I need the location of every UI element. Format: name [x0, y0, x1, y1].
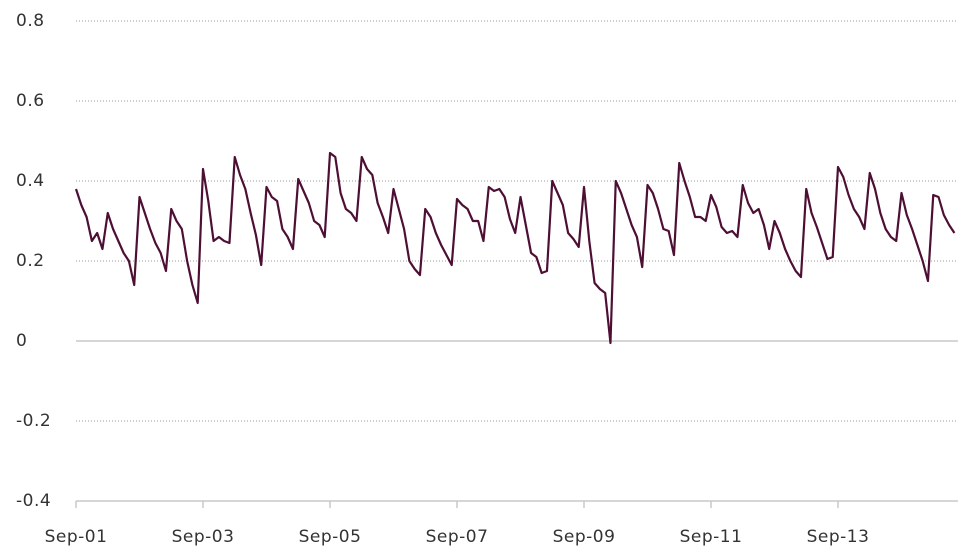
- x-tick-label: Sep-09: [553, 527, 616, 546]
- x-tick-label: Sep-07: [426, 527, 489, 546]
- y-tick-label: 0.4: [16, 171, 45, 191]
- x-tick-label: Sep-03: [172, 527, 235, 546]
- y-tick-label: 0: [16, 331, 27, 351]
- data-line: [74, 151, 956, 345]
- x-tick-label: Sep-05: [299, 527, 362, 546]
- y-tick-label: 0.8: [16, 11, 45, 31]
- x-tick-label: Sep-01: [45, 527, 108, 546]
- x-tick-label: Sep-13: [807, 527, 870, 546]
- x-tick-label: Sep-11: [680, 527, 743, 546]
- y-tick-label: 0.2: [16, 251, 45, 271]
- y-tick-label: 0.6: [16, 91, 45, 111]
- y-tick-label: -0.2: [16, 411, 51, 431]
- y-tick-label: -0.4: [16, 491, 51, 511]
